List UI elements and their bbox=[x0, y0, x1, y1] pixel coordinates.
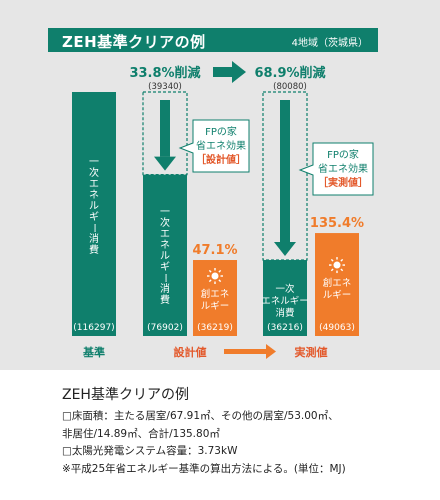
orange-arrow bbox=[266, 344, 276, 359]
bar-label: ネ bbox=[89, 189, 99, 201]
right-arrow bbox=[213, 61, 246, 83]
callout-tag: ［実測値］ bbox=[318, 176, 368, 189]
sun-ray bbox=[340, 258, 344, 262]
bar-label: ネ bbox=[160, 239, 170, 251]
chart-svg: (116297) (76902) (36219) (36216) (49063)一次エネ… bbox=[72, 61, 374, 359]
callout-text: FPの家 bbox=[205, 125, 237, 138]
bar-label: エ bbox=[160, 229, 170, 240]
bar-label: 一 bbox=[160, 207, 170, 218]
bar-value-label: (36219) bbox=[197, 323, 233, 333]
chart-title: ZEH基準クリアの例 bbox=[62, 33, 206, 51]
sun-ray bbox=[218, 279, 222, 283]
bar-label: エ bbox=[89, 179, 99, 190]
bar-label: エネルギー bbox=[261, 296, 309, 307]
chart-header: ZEH基準クリアの例 4地域（茨城県） bbox=[48, 28, 378, 52]
bar-設計値_一次エネルギー消費 bbox=[143, 174, 187, 336]
callout-text: FPの家 bbox=[327, 148, 359, 161]
sun-ray bbox=[208, 269, 212, 273]
bar-label: 消 bbox=[160, 282, 170, 295]
bar-label: 消費 bbox=[275, 307, 294, 319]
bar-label: ギ bbox=[89, 211, 99, 223]
reduction-amount: (80080) bbox=[273, 82, 307, 92]
bar-label: ー bbox=[159, 273, 170, 283]
percentage-label: 47.1% bbox=[192, 243, 237, 258]
callout-tag: ［設計値］ bbox=[196, 153, 246, 166]
bar-label: ル bbox=[89, 201, 99, 212]
reduction-label: 68.9%削減 bbox=[254, 65, 325, 81]
bar-label: 次 bbox=[89, 166, 99, 179]
bar-label: ルギー bbox=[201, 301, 230, 312]
bar-label: 創エネ bbox=[201, 288, 230, 300]
bar-value-label: (36216) bbox=[267, 323, 303, 333]
reduction-label: 33.8%削減 bbox=[129, 65, 200, 81]
note-line: □床面積：主たる居室/67.91㎡、その他の居室/53.00㎡、 bbox=[62, 410, 339, 422]
sun-ray bbox=[208, 279, 212, 283]
callout-bubble bbox=[298, 142, 374, 196]
sun-ray bbox=[218, 269, 222, 273]
bar-label: ルギー bbox=[323, 290, 352, 301]
bar-label: 費 bbox=[160, 293, 170, 306]
note-line: 非居住/14.89㎡、合計/135.80㎡ bbox=[62, 427, 220, 440]
category-label: 設計値 bbox=[174, 345, 207, 359]
bar-label: 一次 bbox=[275, 283, 295, 295]
reduction-amount: (39340) bbox=[148, 82, 182, 92]
bar-value-label: (76902) bbox=[147, 323, 183, 333]
figure-caption: ZEH基準クリアの例 bbox=[62, 387, 189, 403]
bar-value-label: (49063) bbox=[319, 323, 355, 333]
sun-ray bbox=[330, 268, 334, 272]
down-arrow bbox=[274, 242, 296, 257]
sun-icon bbox=[333, 261, 341, 269]
region-label: 4地域（茨城県） bbox=[291, 38, 368, 49]
bar-label: ギ bbox=[160, 261, 170, 273]
bar-実測値_一次エネルギー消費 bbox=[263, 260, 307, 336]
down-arrow bbox=[280, 100, 290, 243]
category-label: 実測値 bbox=[295, 345, 328, 359]
reduction-outline bbox=[142, 91, 188, 176]
bar-label: ー bbox=[88, 223, 99, 233]
down-arrow bbox=[160, 100, 170, 157]
note-line: ※平成25年省エネルギー基準の算出方法による。(単位：MJ) bbox=[62, 462, 346, 475]
bar-value-label: (116297) bbox=[73, 323, 114, 333]
bar-実測値_創エネルギー bbox=[315, 233, 359, 336]
callout-text: 省エネ効果 bbox=[318, 162, 368, 175]
bar-基準_一次エネルギー消費 bbox=[72, 92, 116, 336]
sun-icon bbox=[211, 272, 219, 280]
down-arrow bbox=[154, 156, 176, 171]
note-line: □太陽光発電システム容量：3.73kW bbox=[62, 445, 238, 457]
bar-label: 一 bbox=[89, 157, 99, 168]
bar-label: 費 bbox=[89, 243, 99, 256]
reduction-outline bbox=[262, 91, 308, 261]
sun-ray bbox=[330, 258, 334, 262]
orange-arrow bbox=[224, 349, 266, 354]
percentage-label: 135.4% bbox=[310, 216, 364, 231]
category-label: 基準 bbox=[82, 345, 105, 359]
callout-bubble bbox=[178, 119, 250, 173]
notes: □床面積：主たる居室/67.91㎡、その他の居室/53.00㎡、 非居住/14.… bbox=[62, 408, 346, 478]
callout-text: 省エネ効果 bbox=[196, 139, 246, 152]
sun-ray bbox=[340, 268, 344, 272]
bar-label: 次 bbox=[160, 216, 170, 229]
bar-label: 消 bbox=[89, 232, 99, 245]
bar-label: ル bbox=[160, 251, 170, 262]
bar-label: 創エネ bbox=[323, 277, 352, 289]
